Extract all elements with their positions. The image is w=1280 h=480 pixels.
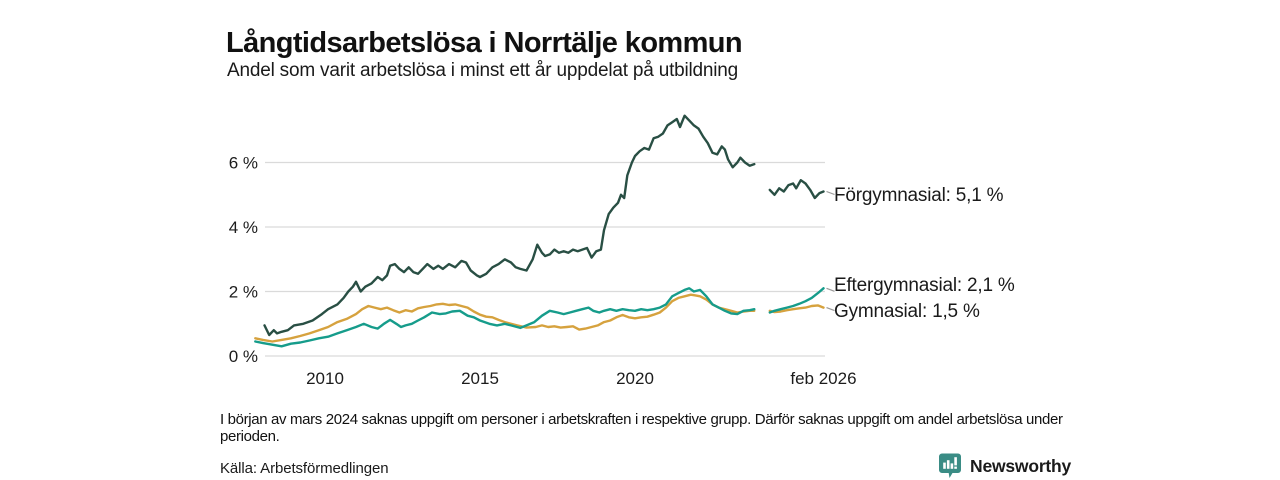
page-title: Långtidsarbetslösa i Norrtälje kommun: [226, 27, 743, 60]
y-tick-label: 2 %: [229, 283, 258, 302]
newsworthy-logo: Newsworthy: [938, 453, 1078, 479]
series-line-eftergymnasial: [254, 287, 825, 348]
newsworthy-bar-chart-bubble-icon: [939, 453, 961, 478]
x-tick-label: 2020: [616, 369, 654, 388]
x-tick-label: feb 2026: [790, 369, 856, 388]
page-subtitle: Andel som varit arbetslösa i minst ett å…: [227, 60, 739, 81]
series-line-förgymnasial: [263, 114, 825, 337]
y-tick-label: 0 %: [229, 347, 258, 366]
newsworthy-wordmark: Newsworthy: [970, 455, 1072, 476]
label-connector: [826, 307, 835, 312]
label-connector: [826, 190, 835, 196]
series-label-gymnasial: Gymnasial: 1,5 %: [834, 301, 980, 322]
line-chart-canvas: 0 % 2 % 4 % 6 % 2010 2015 2020 feb 2026: [229, 114, 857, 388]
chart-footnote: I början av mars 2024 saknas uppgift om …: [220, 411, 1063, 445]
y-tick-label: 6 %: [229, 154, 258, 173]
label-connector: [826, 287, 835, 292]
source-label: Källa: Arbetsförmedlingen: [220, 460, 389, 477]
line-chart: 0 % 2 % 4 % 6 % 2010 2015 2020 feb 2026: [222, 100, 882, 412]
series-label-eftergymnasial: Eftergymnasial: 2,1 %: [834, 275, 1015, 296]
series-label-forgymnasial: Förgymnasial: 5,1 %: [834, 185, 1004, 206]
y-tick-label: 4 %: [229, 218, 258, 237]
x-tick-label: 2010: [306, 369, 344, 388]
x-tick-label: 2015: [461, 369, 499, 388]
